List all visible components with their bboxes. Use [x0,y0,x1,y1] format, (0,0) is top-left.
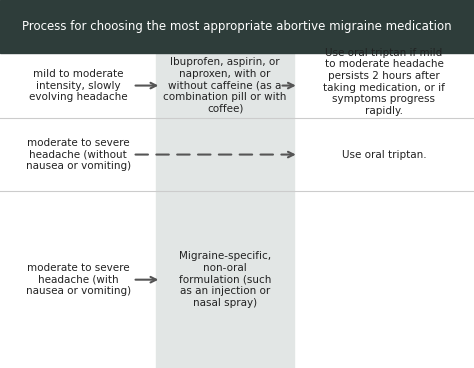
Text: mild to moderate
intensity, slowly
evolving headache: mild to moderate intensity, slowly evolv… [29,69,128,102]
Text: moderate to severe
headache (without
nausea or vomiting): moderate to severe headache (without nau… [26,138,131,171]
Text: Process for choosing the most appropriate abortive migraine medication: Process for choosing the most appropriat… [22,20,452,33]
Text: moderate to severe
headache (with
nausea or vomiting): moderate to severe headache (with nausea… [26,263,131,296]
Bar [156,53,294,368]
Text: Ibuprofen, aspirin, or
naproxen, with or
without caffeine (as a
combination pill: Ibuprofen, aspirin, or naproxen, with or… [164,57,287,114]
Bar [0,0,474,53]
Text: Use oral triptan if mild
to moderate headache
persists 2 hours after
taking medi: Use oral triptan if mild to moderate hea… [323,48,445,116]
Text: Use oral triptan.: Use oral triptan. [342,149,426,160]
Bar [0,53,474,368]
Text: Migraine-specific,
non-oral
formulation (such
as an injection or
nasal spray): Migraine-specific, non-oral formulation … [179,251,271,308]
